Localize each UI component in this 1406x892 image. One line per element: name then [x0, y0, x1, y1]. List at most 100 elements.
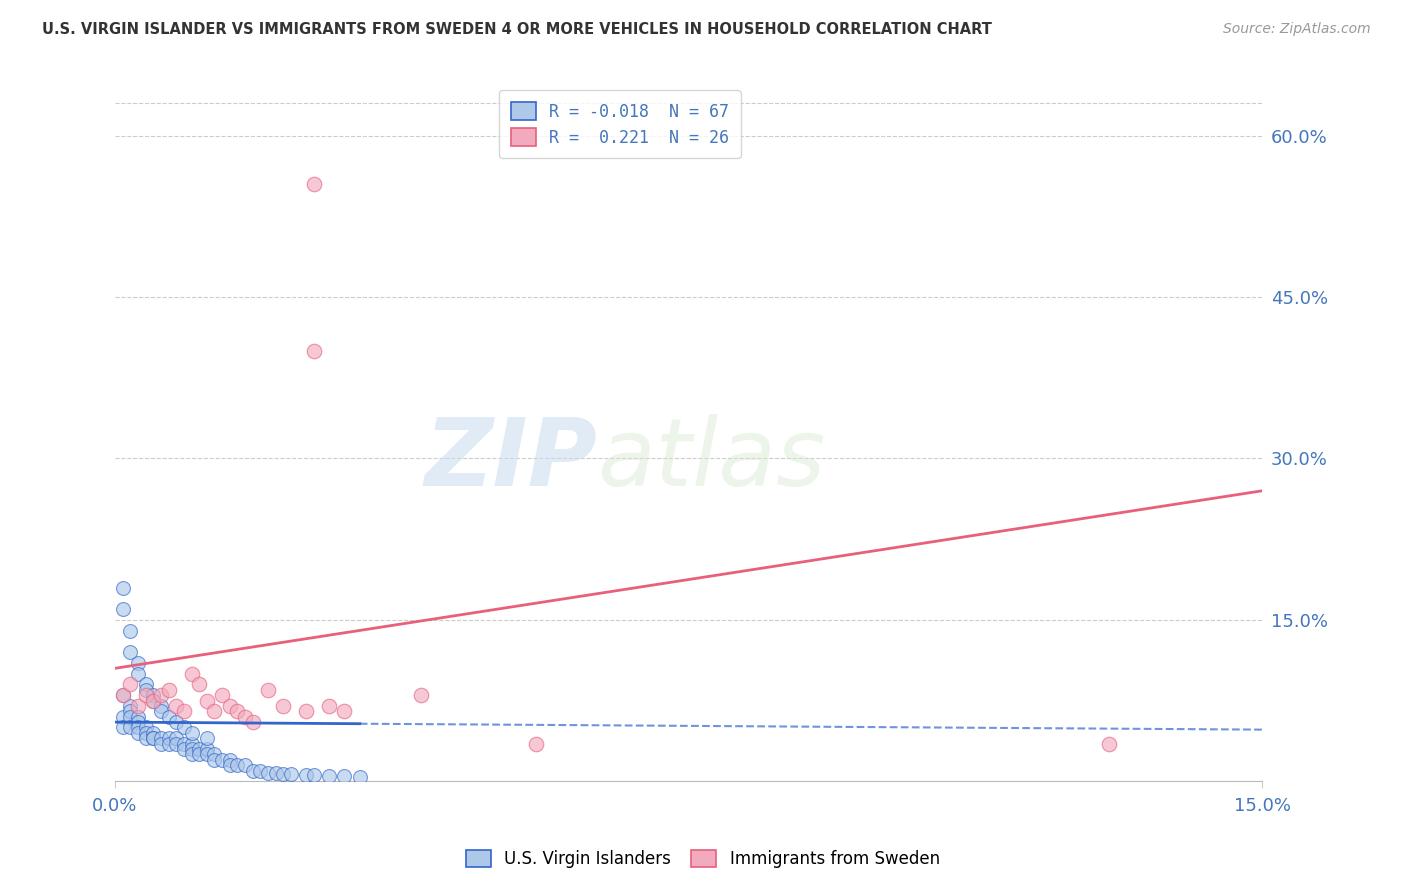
Point: [180, 737, 202, 751]
Point: [180, 747, 202, 762]
Point: [233, 710, 256, 724]
Point: [257, 682, 280, 697]
Point: [211, 688, 233, 702]
Point: [142, 726, 165, 740]
Point: [165, 731, 187, 746]
Point: [120, 698, 142, 713]
Point: [302, 343, 325, 358]
Point: [318, 769, 340, 783]
Point: [157, 731, 180, 746]
Point: [135, 682, 157, 697]
Point: [242, 764, 264, 778]
Point: [524, 737, 547, 751]
Point: [127, 656, 149, 670]
Point: [226, 704, 249, 718]
Point: [157, 682, 180, 697]
Point: [195, 731, 218, 746]
Point: [211, 753, 233, 767]
Point: [188, 742, 211, 756]
Point: [120, 704, 142, 718]
Point: [349, 770, 371, 784]
Point: [218, 753, 240, 767]
Point: [111, 688, 134, 702]
Point: [409, 688, 432, 702]
Point: [302, 177, 325, 191]
Point: [302, 768, 325, 782]
Point: [120, 677, 142, 691]
Point: [165, 698, 187, 713]
Point: [135, 731, 157, 746]
Point: [1098, 737, 1121, 751]
Point: [127, 666, 149, 681]
Point: [180, 666, 202, 681]
Point: [195, 747, 218, 762]
Point: [111, 602, 134, 616]
Point: [333, 704, 356, 718]
Legend: R = -0.018  N = 67, R =  0.221  N = 26: R = -0.018 N = 67, R = 0.221 N = 26: [499, 90, 741, 159]
Point: [280, 766, 302, 780]
Point: [173, 742, 195, 756]
Point: [120, 645, 142, 659]
Point: [120, 624, 142, 638]
Point: [111, 721, 134, 735]
Point: [333, 769, 356, 783]
Point: [149, 704, 172, 718]
Point: [142, 731, 165, 746]
Point: [188, 747, 211, 762]
Text: Source: ZipAtlas.com: Source: ZipAtlas.com: [1223, 22, 1371, 37]
Point: [149, 688, 172, 702]
Point: [204, 747, 226, 762]
Point: [127, 726, 149, 740]
Point: [204, 704, 226, 718]
Point: [111, 581, 134, 595]
Point: [218, 698, 240, 713]
Point: [295, 768, 318, 782]
Point: [204, 753, 226, 767]
Point: [120, 710, 142, 724]
Point: [142, 688, 165, 702]
Point: [127, 715, 149, 730]
Point: [295, 704, 318, 718]
Point: [165, 737, 187, 751]
Point: [195, 742, 218, 756]
Point: [127, 721, 149, 735]
Point: [127, 710, 149, 724]
Point: [142, 731, 165, 746]
Point: [142, 693, 165, 707]
Point: [135, 721, 157, 735]
Point: [165, 715, 187, 730]
Point: [157, 710, 180, 724]
Point: [233, 758, 256, 772]
Point: [135, 677, 157, 691]
Point: [218, 758, 240, 772]
Point: [242, 715, 264, 730]
Text: atlas: atlas: [598, 414, 825, 505]
Point: [127, 698, 149, 713]
Point: [226, 758, 249, 772]
Point: [149, 698, 172, 713]
Point: [318, 698, 340, 713]
Point: [249, 764, 271, 778]
Point: [157, 737, 180, 751]
Point: [149, 731, 172, 746]
Point: [120, 721, 142, 735]
Point: [195, 693, 218, 707]
Point: [111, 688, 134, 702]
Point: [173, 721, 195, 735]
Legend: U.S. Virgin Islanders, Immigrants from Sweden: U.S. Virgin Islanders, Immigrants from S…: [458, 842, 948, 877]
Point: [111, 710, 134, 724]
Point: [135, 726, 157, 740]
Point: [180, 726, 202, 740]
Point: [173, 737, 195, 751]
Point: [180, 742, 202, 756]
Point: [264, 765, 287, 780]
Text: ZIP: ZIP: [425, 414, 598, 506]
Text: U.S. VIRGIN ISLANDER VS IMMIGRANTS FROM SWEDEN 4 OR MORE VEHICLES IN HOUSEHOLD C: U.S. VIRGIN ISLANDER VS IMMIGRANTS FROM …: [42, 22, 993, 37]
Point: [271, 698, 294, 713]
Point: [257, 765, 280, 780]
Point: [271, 766, 294, 780]
Point: [149, 737, 172, 751]
Point: [142, 693, 165, 707]
Point: [173, 704, 195, 718]
Point: [135, 688, 157, 702]
